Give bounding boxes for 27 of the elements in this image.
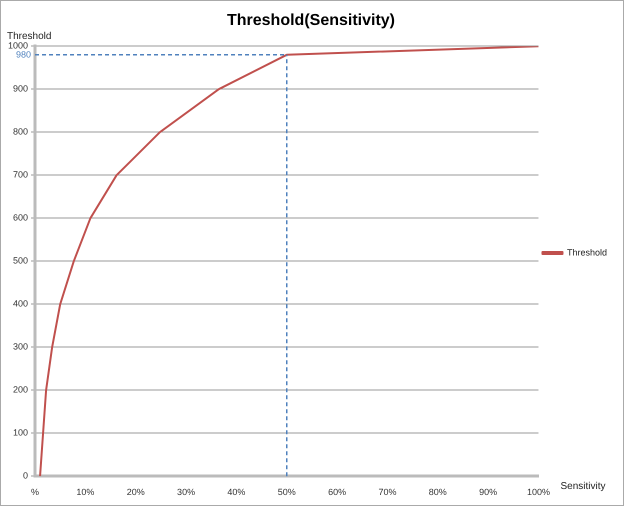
x-tick-label: 80% (428, 487, 447, 498)
y-tick-label: 900 (12, 84, 28, 94)
y-axis-title: Threshold (7, 30, 52, 42)
x-tick-label: 40% (227, 487, 246, 498)
y-tick-label: 100 (12, 428, 28, 438)
x-tick-label: 10% (76, 487, 94, 498)
x-tick-label: 70% (378, 487, 396, 498)
ref-line-label: 980 (16, 49, 32, 60)
legend-label: Threshold (566, 247, 608, 258)
x-tick-label: 90% (479, 487, 498, 498)
x-tick-label: % (31, 487, 40, 498)
y-tick-label: 200 (12, 384, 28, 395)
y-tick-label: 300 (12, 342, 28, 352)
y-tick-label: 700 (12, 170, 28, 180)
chart-title: Threshold(Sensitivity) (226, 12, 396, 30)
x-tick-label: 30% (177, 487, 196, 498)
x-tick-label: 50% (278, 487, 296, 498)
x-axis-title: Sensitivity (560, 480, 606, 492)
y-tick-label: 600 (12, 212, 28, 223)
y-tick-label: 800 (12, 126, 28, 137)
y-tick-label: 400 (12, 298, 28, 309)
x-tick-label: 20% (126, 487, 145, 498)
x-tick-label: 100% (526, 487, 550, 498)
y-tick-label: 1000 (8, 40, 28, 51)
y-tick-label: 0 (23, 470, 28, 481)
y-tick-label: 500 (12, 256, 28, 266)
x-tick-label: 60% (328, 487, 346, 498)
